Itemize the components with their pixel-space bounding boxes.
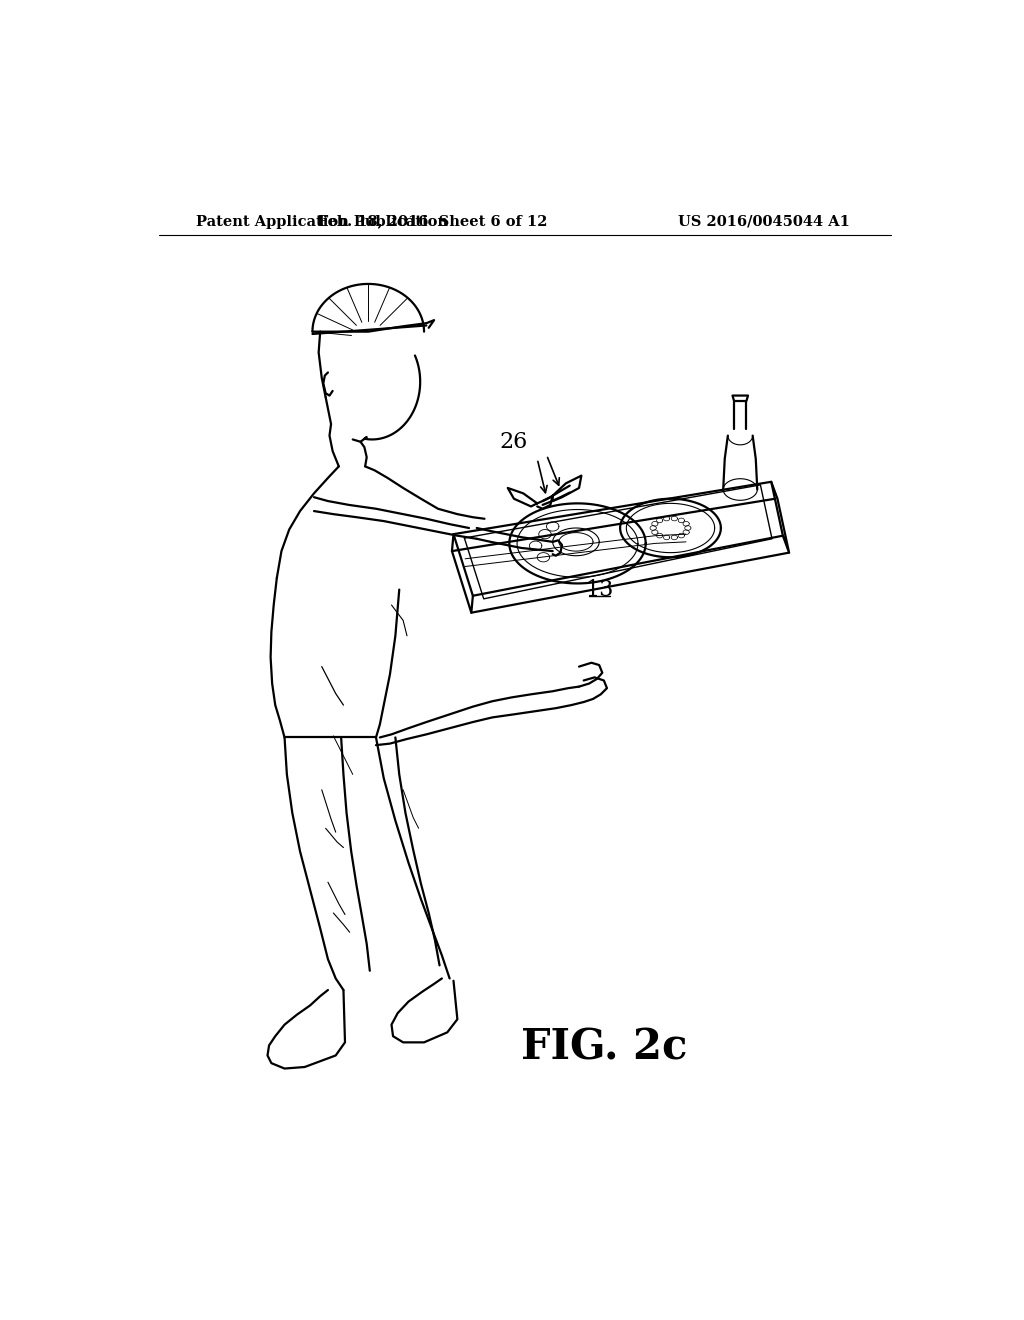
Text: 13: 13	[585, 578, 613, 601]
Text: FIG. 2c: FIG. 2c	[521, 1027, 688, 1069]
Text: 26: 26	[500, 430, 528, 453]
Text: Feb. 18, 2016  Sheet 6 of 12: Feb. 18, 2016 Sheet 6 of 12	[317, 215, 547, 228]
Text: US 2016/0045044 A1: US 2016/0045044 A1	[678, 215, 850, 228]
Text: Patent Application Publication: Patent Application Publication	[197, 215, 449, 228]
